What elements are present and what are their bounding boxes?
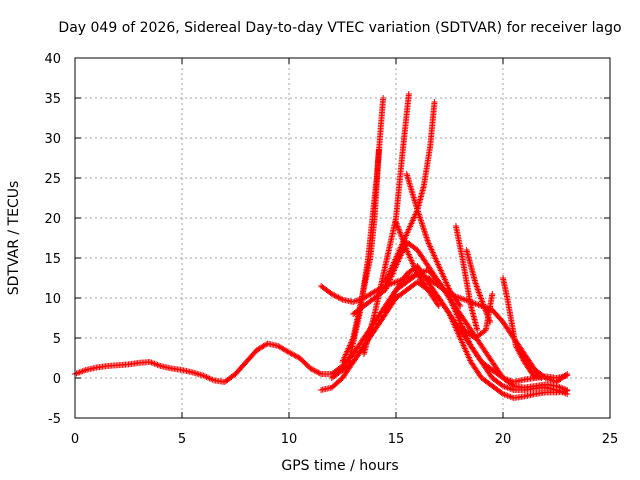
data-point xyxy=(538,375,545,381)
data-point xyxy=(523,359,530,365)
series-spike-19b xyxy=(461,291,496,341)
data-point xyxy=(405,91,412,97)
data-point xyxy=(286,349,292,356)
data-point xyxy=(517,347,524,353)
plot-frame xyxy=(74,57,611,419)
data-point xyxy=(489,291,496,297)
y-tick-label: 35 xyxy=(44,92,61,107)
data-point xyxy=(529,371,536,377)
chart-title: Day 049 of 2026, Sidereal Day-to-day VTE… xyxy=(58,20,621,36)
x-axis-label: GPS time / hours xyxy=(281,458,398,474)
y-tick-label: 40 xyxy=(44,52,61,67)
y-tick-label: 25 xyxy=(44,172,61,187)
x-tick-label: 25 xyxy=(602,432,619,447)
y-tick-label: 20 xyxy=(44,212,61,227)
data-point xyxy=(307,365,314,372)
data-point xyxy=(393,219,399,225)
data-points xyxy=(72,91,571,401)
y-tick-label: 5 xyxy=(53,332,61,347)
series-rise-2 xyxy=(345,95,387,365)
data-point xyxy=(380,95,387,101)
series-spike-18 xyxy=(452,223,481,333)
data-point xyxy=(435,303,442,309)
x-tick-label: 20 xyxy=(495,432,512,447)
y-tick-label: 15 xyxy=(44,252,61,267)
data-point xyxy=(474,327,481,333)
series-drop-1 xyxy=(403,171,464,309)
y-tick-label: 0 xyxy=(53,372,61,387)
series-rise-3 xyxy=(360,91,412,357)
series-rise-4 xyxy=(382,99,438,285)
y-tick-label: 10 xyxy=(44,292,61,307)
series-drop-2 xyxy=(393,219,442,309)
data-point xyxy=(328,291,335,297)
x-tick-label: 15 xyxy=(388,432,405,447)
axis-ticks: 0 5 10 15 20 25 -5 0 5 10 15 20 25 30 35 40 xyxy=(44,52,618,447)
y-tick-label: 30 xyxy=(44,132,61,147)
data-point xyxy=(457,303,464,309)
x-tick-label: 0 xyxy=(71,432,79,447)
data-point xyxy=(371,288,378,295)
data-point xyxy=(564,387,571,394)
x-tick-label: 5 xyxy=(178,432,186,447)
series-spike-19 xyxy=(463,247,494,325)
series-trace-3 xyxy=(328,263,571,401)
x-tick-label: 10 xyxy=(281,432,298,447)
data-point xyxy=(431,99,438,105)
y-axis-label: SDTVAR / TECUs xyxy=(6,181,22,296)
y-tick-label: -5 xyxy=(48,412,61,427)
series-spike-21 xyxy=(517,347,545,381)
data-point xyxy=(480,303,487,309)
grid-lines xyxy=(75,58,610,418)
data-point xyxy=(564,372,571,379)
